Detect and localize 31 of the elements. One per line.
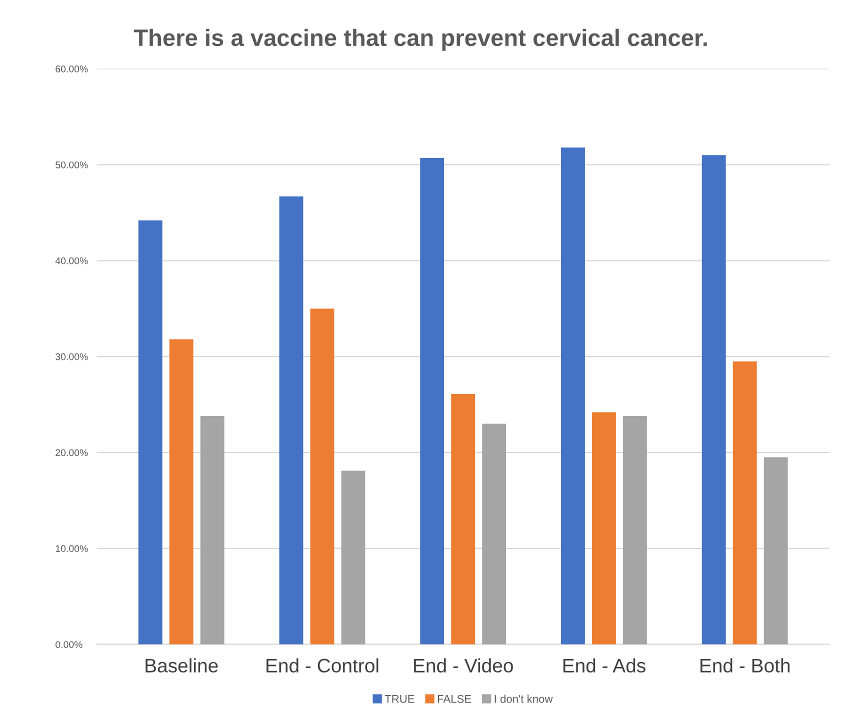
x-tick-label: End - Both	[700, 658, 790, 673]
bar	[732, 361, 757, 644]
y-tick-label: 40.00%	[55, 257, 88, 264]
y-tick-label: 50.00%	[56, 161, 88, 168]
bar	[200, 416, 224, 644]
bar	[622, 416, 647, 644]
legend-label: FALSE	[438, 694, 472, 703]
legend-label: TRUE	[384, 695, 414, 703]
x-tick-label: End - Ads	[563, 658, 646, 673]
bar	[702, 155, 726, 644]
y-tick-label: 10.00%	[56, 545, 88, 552]
y-tick-label: 20.00%	[56, 449, 88, 456]
bar	[169, 339, 194, 644]
x-tick-label: End - Video	[414, 658, 513, 673]
bar	[420, 158, 444, 644]
x-tick-label: Baseline	[146, 658, 218, 673]
bar	[451, 394, 476, 644]
bar	[279, 196, 304, 644]
bar	[138, 220, 162, 644]
bar	[561, 147, 585, 644]
bar	[592, 412, 616, 644]
chart-title: There is a vaccine that can prevent cervical cancer.	[134, 28, 707, 51]
y-tick-label: 30.00%	[56, 353, 88, 360]
bar	[482, 424, 506, 644]
bar	[310, 308, 334, 644]
legend-label: I don't know	[494, 694, 553, 703]
y-tick-label: 60.00%	[56, 66, 88, 72]
bar	[341, 470, 366, 644]
x-tick-label: End - Control	[266, 658, 378, 673]
bar	[764, 457, 788, 644]
y-tick-label: 0.00%	[56, 641, 82, 648]
